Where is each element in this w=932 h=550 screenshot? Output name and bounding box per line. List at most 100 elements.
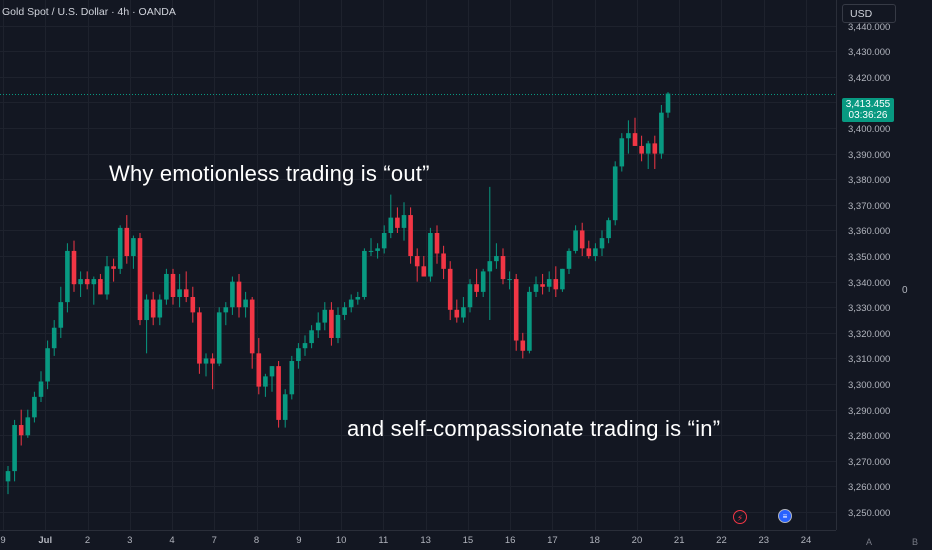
candle-body — [289, 361, 295, 395]
candle — [467, 279, 473, 313]
symbol-title[interactable]: Gold Spot / U.S. Dollar · 4h · OANDA — [2, 6, 176, 18]
x-tick-label: 21 — [674, 535, 685, 546]
y-tick-label: 3,320.000 — [848, 329, 890, 340]
candle — [560, 268, 565, 292]
candle-body — [309, 330, 314, 344]
currency-selector[interactable]: USD — [842, 4, 896, 23]
candle — [428, 227, 433, 282]
candle — [553, 266, 559, 298]
price-axis[interactable]: 3,250.000 3,260.000 3,270.000 3,280.000 3,29… — [836, 0, 932, 550]
candle-body — [408, 215, 413, 257]
candle-body — [249, 299, 255, 354]
candle — [216, 307, 222, 367]
candle — [18, 409, 24, 446]
candle — [38, 371, 44, 402]
y-tick-label: 3,260.000 — [848, 482, 890, 493]
candle-body — [131, 238, 136, 257]
candle — [348, 294, 354, 313]
candle — [632, 117, 638, 146]
candle-body — [170, 273, 176, 298]
candle-body — [645, 143, 651, 154]
candle — [414, 248, 420, 282]
candle — [441, 245, 446, 280]
auto-scale-button[interactable]: A — [866, 537, 873, 547]
candle — [98, 273, 103, 295]
candle — [5, 465, 11, 495]
candle-body — [454, 309, 460, 318]
candle — [593, 243, 598, 262]
candle — [500, 248, 506, 285]
candle-body — [18, 425, 24, 436]
flash-icon[interactable]: ⚡ — [733, 510, 747, 524]
x-tick-label: Jul — [38, 535, 52, 546]
candle — [612, 161, 618, 226]
candle — [276, 361, 281, 428]
candle-body — [599, 238, 605, 249]
candle-body — [619, 138, 625, 167]
candle — [461, 297, 466, 323]
candle-body — [487, 261, 493, 272]
y-tick-label: 3,350.000 — [848, 252, 890, 263]
candle-body — [58, 302, 64, 328]
side-zero-label: 0 — [902, 285, 908, 296]
x-tick-label: 16 — [505, 535, 516, 546]
candle-body — [144, 299, 149, 321]
candle-body — [223, 307, 229, 313]
candle — [302, 335, 308, 356]
time-axis[interactable]: 9 Jul 2 3 4 7 8 9 10 11 13 15 16 17 18 20 21 22 23 24 — [0, 530, 836, 547]
candle-body — [652, 143, 658, 154]
candle — [375, 243, 380, 259]
candle — [659, 104, 664, 159]
candle-body — [150, 299, 156, 318]
candle — [289, 355, 295, 400]
candle-body — [117, 227, 123, 269]
candle — [335, 307, 341, 344]
y-tick-label: 3,290.000 — [848, 406, 890, 417]
us-flag-icon[interactable]: ≡ — [778, 509, 792, 523]
x-tick-label: 9 — [0, 535, 5, 546]
candle-body — [230, 281, 235, 308]
y-tick-label: 3,310.000 — [848, 354, 890, 365]
y-tick-label: 3,380.000 — [848, 175, 890, 186]
candle-body — [98, 279, 103, 295]
y-tick-label: 3,440.000 — [848, 22, 890, 33]
candle — [71, 240, 77, 292]
candle-body — [533, 284, 539, 292]
x-tick-label: 11 — [378, 535, 388, 546]
y-tick-label: 3,270.000 — [848, 457, 890, 468]
candle-body — [381, 232, 387, 249]
log-scale-button[interactable]: B — [912, 537, 919, 547]
candle — [150, 291, 156, 326]
candle-body — [51, 327, 57, 349]
candle — [296, 343, 301, 369]
candle — [164, 268, 169, 305]
candle — [78, 271, 83, 298]
overlay-text-line2: and self-compassionate trading is “in” — [347, 416, 721, 441]
candle-body — [375, 248, 380, 251]
candle-body — [210, 358, 215, 364]
candle-body — [467, 284, 473, 308]
candle-body — [256, 353, 262, 387]
candle — [342, 302, 347, 321]
candle — [401, 202, 407, 241]
candle — [124, 215, 130, 264]
candle-body — [203, 358, 209, 364]
y-tick-label: 3,330.000 — [848, 303, 890, 314]
candle-body — [665, 93, 671, 113]
y-tick-label: 3,280.000 — [848, 431, 890, 442]
candle — [566, 248, 572, 274]
candle-body — [84, 279, 90, 285]
candle — [520, 332, 526, 359]
candle-body — [282, 394, 288, 420]
candle — [533, 276, 539, 298]
candle-body — [164, 273, 169, 300]
candle-body — [183, 289, 189, 298]
candle-body — [546, 279, 552, 287]
candle-body — [197, 312, 202, 364]
x-tick-label: 18 — [589, 535, 600, 546]
candle — [599, 230, 605, 257]
candle-body — [38, 381, 44, 397]
candle — [65, 243, 70, 313]
candle — [507, 271, 512, 290]
